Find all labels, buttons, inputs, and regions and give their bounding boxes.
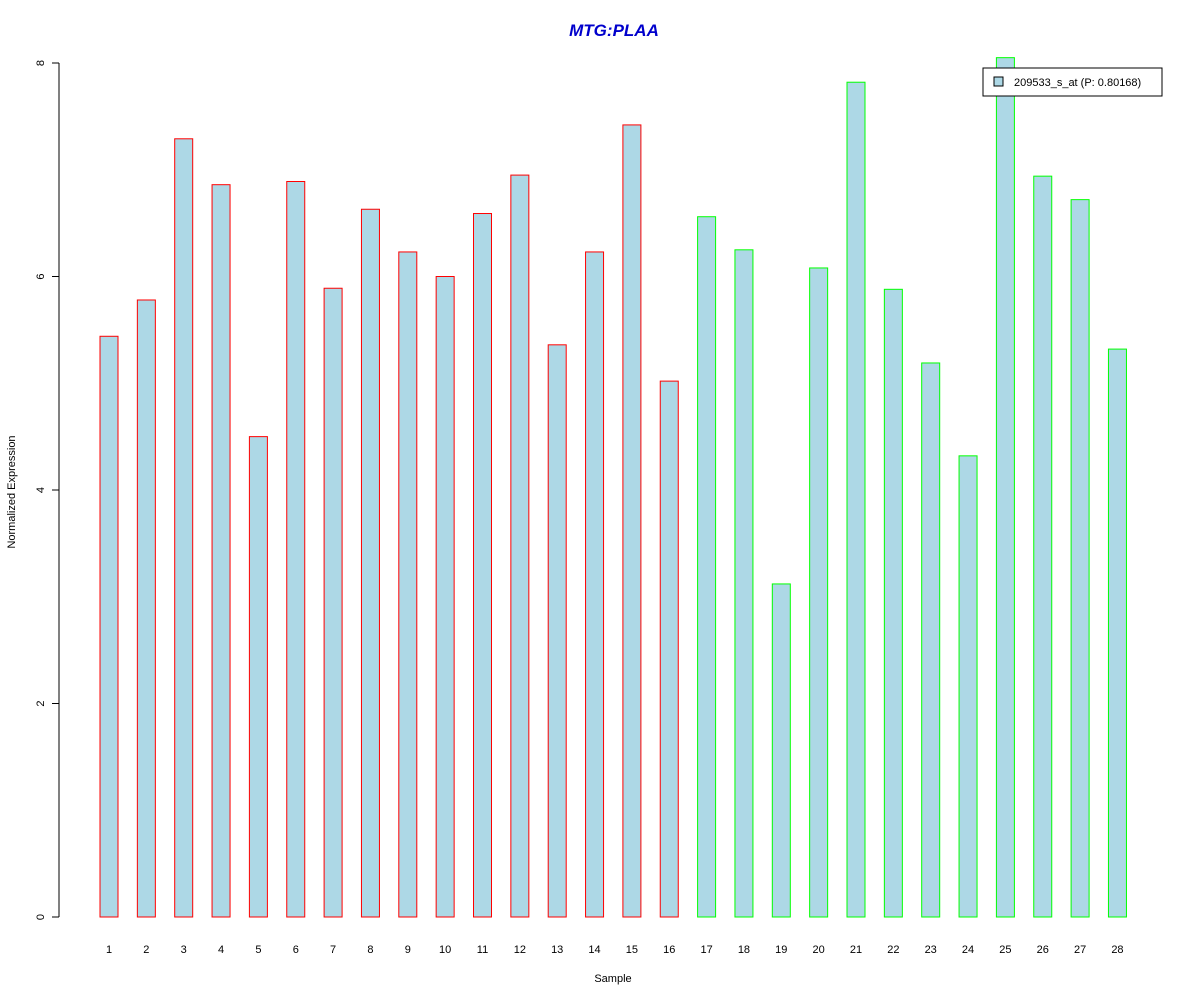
bar-sample-19 [771, 583, 791, 918]
x-tick-label: 14 [588, 944, 600, 956]
bar-sample-4 [211, 184, 231, 918]
y-tick-label: 4 [35, 487, 47, 493]
x-tick-label: 13 [551, 944, 563, 956]
legend: 209533_s_at (P: 0.80168) [982, 67, 1163, 97]
bar-sample-28 [1107, 348, 1127, 918]
x-axis-label: Sample [594, 973, 631, 985]
bar-sample-15 [622, 124, 642, 918]
legend-box [982, 67, 1163, 97]
bar-sample-7 [323, 287, 343, 918]
legend-label: 209533_s_at (P: 0.80168) [1014, 77, 1141, 89]
x-tick-label: 24 [962, 944, 974, 956]
x-axis-tick-labels: 1 2 3 4 5 6 7 8 9 10 11 12 13 14 15 16 17 18 19 20 21 22 23 24 2… [106, 944, 1124, 956]
y-axis-label: Normalized Expression [6, 435, 18, 548]
bar-sample-24 [958, 455, 978, 918]
bar-sample-12 [510, 174, 530, 918]
x-tick-label: 20 [813, 944, 825, 956]
x-tick-label: 23 [925, 944, 937, 956]
x-tick-label: 25 [999, 944, 1011, 956]
bar-sample-27 [1070, 199, 1090, 918]
x-tick-label: 11 [477, 944, 488, 956]
x-tick-label: 18 [738, 944, 750, 956]
legend-swatch [993, 76, 1004, 87]
x-tick-label: 4 [218, 944, 224, 956]
bar-sample-1 [99, 335, 119, 918]
x-tick-label: 6 [293, 944, 299, 956]
bar-sample-10 [435, 276, 455, 918]
x-tick-label: 1 [106, 944, 112, 956]
bar-sample-3 [174, 138, 194, 918]
bar-sample-22 [883, 288, 903, 918]
x-tick-label: 28 [1111, 944, 1123, 956]
y-axis-ticks: 0 2 4 6 8 [35, 60, 59, 920]
bar-sample-17 [697, 216, 717, 918]
y-tick-label: 0 [35, 914, 47, 920]
x-tick-label: 17 [700, 944, 712, 956]
y-tick-label: 6 [35, 273, 47, 279]
x-tick-label: 8 [367, 944, 373, 956]
bar-sample-6 [286, 180, 306, 918]
x-tick-label: 5 [255, 944, 261, 956]
x-tick-label: 15 [626, 944, 638, 956]
y-tick-label: 2 [35, 700, 47, 706]
x-tick-label: 22 [887, 944, 899, 956]
bar-sample-8 [360, 208, 380, 918]
bar-sample-21 [846, 81, 866, 918]
bar-sample-20 [809, 267, 829, 918]
x-tick-label: 16 [663, 944, 675, 956]
x-tick-label: 3 [181, 944, 187, 956]
x-tick-label: 19 [775, 944, 787, 956]
bar-sample-18 [734, 249, 754, 918]
bars [99, 57, 1127, 918]
x-tick-label: 2 [143, 944, 149, 956]
x-tick-label: 27 [1074, 944, 1086, 956]
bar-sample-14 [585, 251, 605, 918]
chart-title: MTG:PLAA [569, 21, 659, 40]
bar-sample-13 [547, 344, 567, 918]
y-tick-label: 8 [35, 60, 47, 66]
bar-sample-2 [136, 299, 156, 918]
x-tick-label: 7 [330, 944, 336, 956]
bar-sample-11 [473, 213, 492, 918]
x-tick-label: 21 [850, 944, 862, 956]
x-tick-label: 10 [439, 944, 451, 956]
bar-sample-23 [921, 362, 941, 918]
bar-sample-5 [248, 436, 268, 918]
bar-sample-26 [1033, 175, 1053, 918]
x-tick-label: 9 [405, 944, 411, 956]
bar-sample-16 [659, 380, 679, 918]
bar-sample-9 [398, 251, 418, 918]
x-tick-label: 26 [1037, 944, 1049, 956]
x-tick-label: 12 [514, 944, 526, 956]
bar-sample-25 [995, 57, 1015, 918]
